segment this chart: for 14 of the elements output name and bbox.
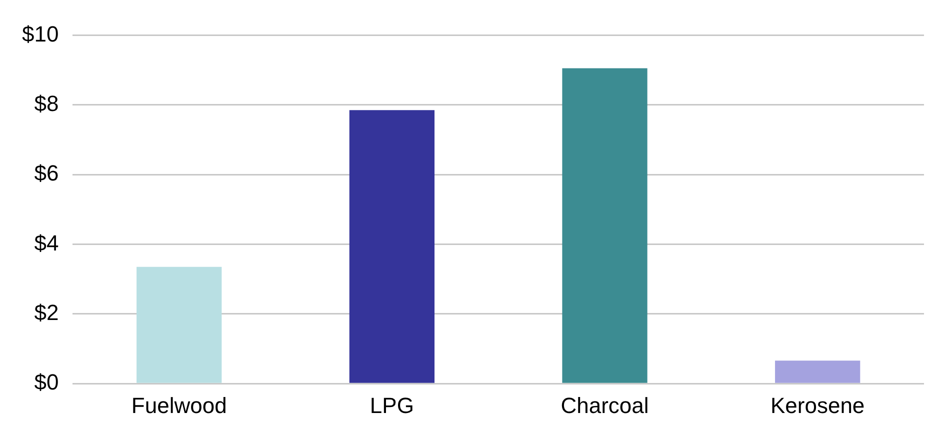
- x-tick-label: Kerosene: [770, 392, 865, 418]
- y-tick-label: $6: [34, 160, 59, 186]
- y-tick-label: $4: [34, 230, 59, 256]
- y-tick-label: $10: [22, 21, 59, 46]
- bar: [562, 68, 648, 383]
- bar: [136, 266, 222, 383]
- y-tick-label: $0: [34, 370, 59, 395]
- x-tick-label: LPG: [370, 392, 414, 418]
- y-tick-label: $8: [34, 90, 59, 116]
- bar: [775, 360, 860, 383]
- x-tick-label: Charcoal: [560, 392, 649, 418]
- x-tick-label: Fuelwood: [131, 392, 227, 418]
- bar: [349, 110, 435, 383]
- y-tick-label: $2: [34, 300, 59, 325]
